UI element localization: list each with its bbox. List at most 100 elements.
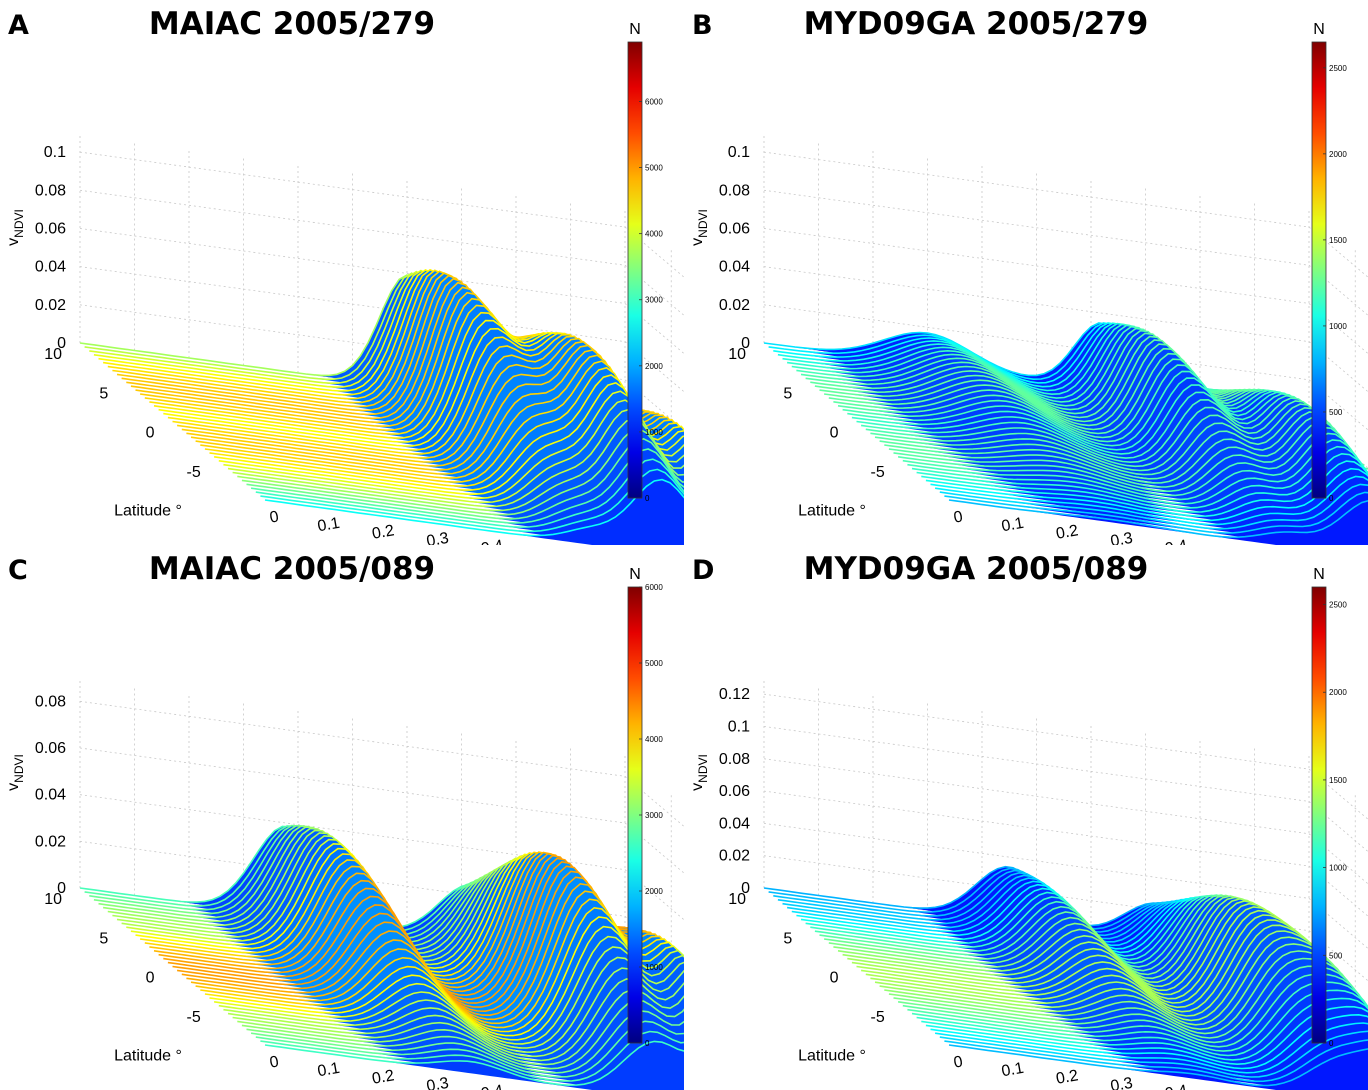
colorbar-tick-label: 6000	[645, 97, 663, 106]
surface-ridge	[948, 1044, 1368, 1087]
z-tick-label: 0.02	[35, 297, 66, 314]
grid-line	[763, 189, 1368, 316]
surface-ridge	[195, 890, 684, 1025]
panel-D: D MYD09GA 2005/089 0 0.02 0.04 0.06 0.08 0.1 0…	[684, 545, 1368, 1090]
z-tick-label: 0.06	[719, 783, 750, 800]
z-tick-label: 0.08	[35, 182, 66, 199]
surface-ridge	[921, 997, 1368, 1061]
colorbar-label: N	[629, 566, 641, 583]
latitude-tick-label: -5	[871, 1009, 885, 1026]
surface	[763, 322, 1368, 545]
z-axis-label: vNDVI	[689, 209, 710, 246]
surface-ridge	[934, 475, 1368, 526]
surface-strip	[265, 1041, 684, 1090]
surface-ridge	[190, 882, 684, 1021]
colorbar-tick-label: 1500	[1329, 776, 1347, 785]
z-tick-label: 0.06	[719, 220, 750, 237]
colorbar-tick-label: 4000	[645, 230, 663, 239]
surface	[763, 865, 1368, 1090]
surface-ridge	[218, 935, 684, 1045]
colorbar: N 0 500 1000 1500 2000 2500	[1311, 21, 1347, 503]
panel-letter: B	[692, 10, 713, 41]
colorbar: N 0 500 1000 1500 2000 2500	[1311, 566, 1347, 1048]
latitude-axis-label: Latitude °	[798, 1048, 866, 1065]
colorbar-tick-label: 2000	[645, 887, 663, 896]
grid-line	[763, 693, 1368, 820]
latitude-tick-label: 5	[99, 385, 108, 402]
grid-line	[79, 304, 684, 431]
colorbar-gradient	[627, 41, 643, 499]
colorbar-tick-label: 4000	[645, 735, 663, 744]
surface-ridge	[209, 916, 684, 1037]
latitude-axis-label: Latitude °	[114, 503, 182, 520]
surface-ridge	[213, 374, 684, 491]
surface-strip	[949, 500, 1368, 545]
surface-ridge	[237, 978, 684, 1062]
surface-ridge	[264, 478, 684, 537]
z-axis-label-sub: NDVI	[12, 754, 26, 783]
ndvi-tick-label: 0.4	[480, 537, 505, 545]
ndvi-axis: 00.10.20.30.40.50.60.70.80.9NDVI	[268, 1053, 559, 1090]
surface-ridge	[934, 1022, 1368, 1074]
ndvi-tick-label: 0.1	[316, 515, 341, 536]
ndvi-tick-label: 0.3	[1109, 1075, 1134, 1090]
ndvi-tick-label: 0	[268, 508, 280, 526]
surface-ridge	[948, 499, 1368, 539]
z-tick-label: 0	[741, 335, 750, 352]
surface-ridge	[925, 1005, 1368, 1066]
surface-ridge	[939, 1030, 1368, 1078]
ndvi-tick-label: 0.2	[371, 522, 396, 543]
surface-strip	[949, 1045, 1368, 1090]
surface-ridge	[930, 1013, 1368, 1070]
surface-strip	[944, 492, 1368, 545]
panel-letter: A	[8, 10, 29, 41]
z-tick-label: 0.1	[44, 144, 66, 161]
z-axis-label-sub: NDVI	[696, 754, 710, 783]
z-tick-label: 0.02	[35, 833, 66, 850]
z-tick-label: 0.04	[35, 259, 66, 276]
colorbar-tick-label: 0	[645, 1039, 650, 1048]
colorbar-tick-label: 1000	[1329, 322, 1347, 331]
ndvi-tick-label: 0.2	[1055, 522, 1080, 543]
surface-ridge	[255, 458, 684, 529]
z-axis-label: vNDVI	[5, 209, 26, 246]
grid-line	[79, 794, 684, 921]
grid-line	[763, 855, 1368, 982]
surface-ridge	[246, 437, 684, 520]
z-tick-label: 0	[57, 880, 66, 897]
surface-ridge	[916, 989, 1368, 1057]
surface-plot-B: 0 0.02 0.04 0.06 0.08 0.1 vNDVI 10 5 0 -5 Latitude …	[689, 21, 1368, 545]
surface-ridge	[944, 491, 1368, 534]
surface-strip	[935, 1023, 1368, 1090]
latitude-axis-label: Latitude °	[798, 503, 866, 520]
z-tick-label: 0.04	[719, 815, 750, 832]
latitude-tick-label: 5	[783, 385, 792, 402]
colorbar: N 0 1000 2000 3000 4000 5000 6000	[627, 566, 663, 1048]
colorbar-tick-label: 2500	[1329, 601, 1347, 610]
ndvi-tick-label: 0	[268, 1053, 280, 1071]
surface-plot-D: 0 0.02 0.04 0.06 0.08 0.1 0.12 vNDVI 10 5 0 -5 Latit…	[689, 566, 1368, 1090]
ndvi-axis: 00.10.20.30.40.50.60.70.80.9NDVI	[268, 508, 559, 545]
colorbar-tick-label: 0	[645, 494, 650, 503]
z-tick-label: 0.08	[35, 693, 66, 710]
latitude-axis: 10 5 0 -5 Latitude °	[44, 891, 201, 1065]
latitude-tick-label: 0	[830, 425, 839, 442]
colorbar-tick-label: 2000	[645, 362, 663, 371]
colorbar: N 0 1000 2000 3000 4000 5000 6000	[627, 21, 663, 503]
ndvi-tick-label: 0.1	[1000, 1060, 1025, 1081]
z-tick-label: 0	[741, 880, 750, 897]
z-tick-label: 0.08	[719, 751, 750, 768]
z-tick-label: 0.04	[719, 259, 750, 276]
surface-ridge	[204, 906, 684, 1033]
surface-ridge	[260, 468, 684, 533]
surface-ridge	[232, 967, 684, 1058]
grid-line	[79, 189, 684, 316]
colorbar-tick-label: 0	[1329, 494, 1334, 503]
panel-A: A MAIAC 2005/279 0 0.02 0.04 0.06 0.08 0.1 vND…	[0, 0, 684, 545]
ndvi-tick-label: 0.3	[425, 1075, 450, 1090]
latitude-axis: 10 5 0 -5 Latitude °	[44, 346, 201, 520]
colorbar-tick-label: 2000	[1329, 688, 1347, 697]
surface-ridge	[227, 399, 684, 504]
z-axis-label-sub: NDVI	[696, 209, 710, 238]
ndvi-axis: 00.10.20.30.40.50.60.70.80.9NDVI	[952, 1053, 1243, 1090]
